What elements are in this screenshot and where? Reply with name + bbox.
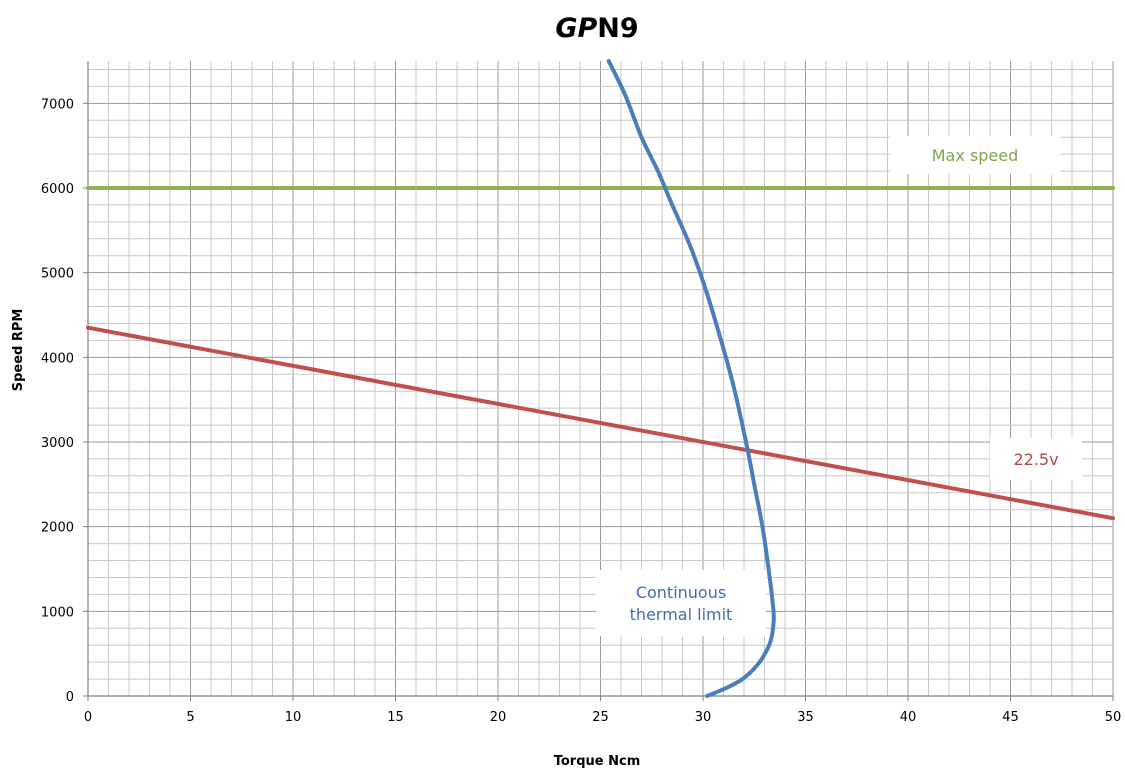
x-tick-label: 5 — [186, 710, 194, 725]
series-layer — [86, 59, 1115, 698]
voltage-22-5v-line — [86, 325, 1115, 521]
x-tick-label: 35 — [797, 710, 814, 725]
chart-title-rest: N9 — [597, 13, 638, 44]
y-tick-label: 4000 — [41, 351, 74, 366]
max-speed-label-box — [890, 136, 1060, 174]
x-tick-label: 30 — [695, 710, 712, 725]
tick-labels: 0 5 10 15 20 25 30 35 40 45 50 0 1000 2000 3000 4000 500… — [41, 97, 1121, 725]
axes — [83, 61, 1114, 701]
x-tick-label: 0 — [84, 710, 92, 725]
x-tick-label: 40 — [900, 710, 917, 725]
x-axis-label: Torque Ncm — [554, 754, 641, 769]
y-tick-label: 1000 — [41, 605, 74, 620]
y-tick-label: 3000 — [41, 436, 74, 451]
x-tick-label: 15 — [387, 710, 404, 725]
series-labels: Max speed 22.5v Continuous thermal limit — [596, 136, 1082, 636]
thermal-limit-label-box — [596, 570, 766, 636]
voltage-label-box — [990, 438, 1082, 480]
x-tick-label: 25 — [592, 710, 609, 725]
thermal-limit-label: thermal limit — [630, 605, 733, 624]
chart-title: GPN9 — [555, 13, 638, 44]
x-tick-label: 45 — [1002, 710, 1019, 725]
y-tick-label: 2000 — [41, 521, 74, 536]
y-tick-label: 6000 — [41, 182, 74, 197]
grid — [87, 61, 1114, 697]
x-tick-label: 20 — [490, 710, 507, 725]
chart-title-italic: GP — [555, 13, 597, 44]
max-speed-label: Max speed — [932, 146, 1019, 165]
thermal-limit-curve — [606, 59, 776, 698]
y-axis-label: Speed RPM — [11, 309, 26, 392]
voltage-label: 22.5v — [1013, 450, 1058, 469]
y-tick-label: 0 — [66, 690, 74, 705]
y-tick-label: 5000 — [41, 267, 74, 282]
x-tick-label: 50 — [1105, 710, 1122, 725]
x-tick-label: 10 — [285, 710, 302, 725]
thermal-limit-label: Continuous — [636, 583, 726, 602]
y-tick-label: 7000 — [41, 97, 74, 112]
